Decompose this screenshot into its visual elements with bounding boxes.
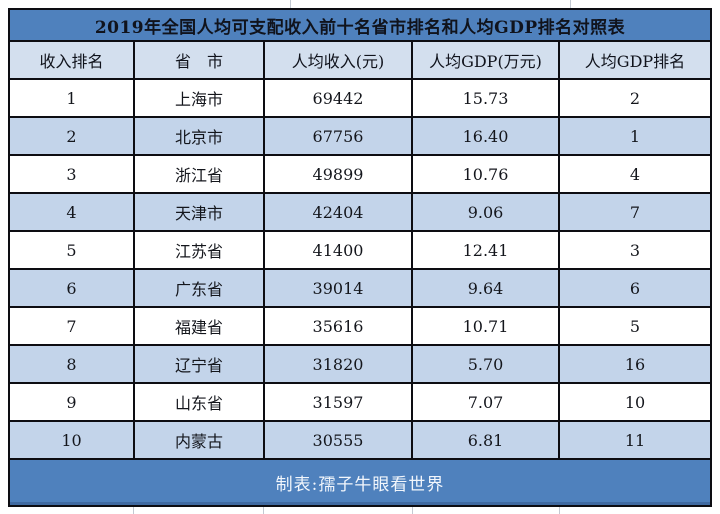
cell-gdp-rank: 7: [629, 202, 641, 222]
sheet-gridlines-top: [0, 0, 720, 8]
cell-gdp-rank: 16: [624, 354, 646, 374]
cell-income: 30555: [265, 422, 413, 458]
cell-gdp: 7.07: [413, 384, 560, 420]
table-row: 1 上海市 69442 15.73 2: [10, 80, 710, 118]
gridline: [133, 507, 134, 514]
cell-income-rank: 1: [10, 80, 135, 116]
cell-gdp-rank: 3: [629, 240, 641, 260]
cell-gdp-rank: 10: [624, 392, 646, 412]
cell-income: 67756: [265, 118, 413, 154]
column-header-income: 人均收入(元): [265, 42, 413, 78]
cell-income: 69442: [265, 80, 413, 116]
cell-income: 49899: [265, 156, 413, 192]
gridline: [290, 0, 291, 8]
column-header-gdp: 人均GDP(万元): [413, 42, 560, 78]
cell-gdp: 6.81: [413, 422, 560, 458]
cell-province: 辽宁省: [135, 346, 265, 382]
cell-income: 39014: [265, 270, 413, 306]
cell-income: 42404: [265, 194, 413, 230]
cell-province: 天津市: [135, 194, 265, 230]
cell-income: 31597: [265, 384, 413, 420]
column-header-province: 省 市: [135, 42, 265, 78]
cell-income-rank: 4: [10, 194, 135, 230]
cell-gdp: 12.41: [413, 232, 560, 268]
gridline: [412, 507, 413, 514]
table-footer-credit: 制表:孺子牛眼看世界: [10, 460, 710, 505]
cell-income-rank: 8: [10, 346, 135, 382]
table-row: 6 广东省 39014 9.64 6: [10, 270, 710, 308]
cell-income-rank: 6: [10, 270, 135, 306]
cell-gdp: 15.73: [413, 80, 560, 116]
cell-income-rank: 2: [10, 118, 135, 154]
cell-income-rank: 3: [10, 156, 135, 192]
cell-income: 35616: [265, 308, 413, 344]
cell-gdp-rank: 5: [629, 316, 641, 336]
gridline: [263, 507, 264, 514]
cell-province: 北京市: [135, 118, 265, 154]
table-row: 5 江苏省 41400 12.41 3: [10, 232, 710, 270]
cell-province: 福建省: [135, 308, 265, 344]
cell-province: 山东省: [135, 384, 265, 420]
cell-gdp-rank: 11: [624, 430, 646, 450]
column-header-income-rank: 收入排名: [10, 42, 135, 78]
table-row: 10 内蒙古 30555 6.81 11: [10, 422, 710, 460]
table-row: 3 浙江省 49899 10.76 4: [10, 156, 710, 194]
cell-gdp: 16.40: [413, 118, 560, 154]
table-title: 2019年全国人均可支配收入前十名省市排名和人均GDP排名对照表: [10, 10, 710, 42]
cell-income-rank: 5: [10, 232, 135, 268]
table-row: 9 山东省 31597 7.07 10: [10, 384, 710, 422]
table-row: 2 北京市 67756 16.40 1: [10, 118, 710, 156]
cell-gdp-rank: 6: [629, 278, 641, 298]
gridline: [570, 0, 571, 8]
cell-income-rank: 7: [10, 308, 135, 344]
income-gdp-comparison-table: 2019年全国人均可支配收入前十名省市排名和人均GDP排名对照表 收入排名 省 …: [8, 8, 712, 507]
cell-gdp: 5.70: [413, 346, 560, 382]
cell-province: 江苏省: [135, 232, 265, 268]
table-row: 4 天津市 42404 9.06 7: [10, 194, 710, 232]
cell-income: 31820: [265, 346, 413, 382]
cell-gdp: 10.76: [413, 156, 560, 192]
cell-province: 广东省: [135, 270, 265, 306]
column-header-gdp-rank: 人均GDP排名: [584, 52, 686, 71]
cell-gdp-rank: 4: [629, 164, 641, 184]
cell-gdp-rank: 2: [629, 88, 641, 108]
cell-income: 41400: [265, 232, 413, 268]
cell-income-rank: 10: [10, 422, 135, 458]
cell-income-rank: 9: [10, 384, 135, 420]
cell-gdp-rank: 1: [629, 126, 641, 146]
header-row: 收入排名 省 市 人均收入(元) 人均GDP(万元) 人均GDP排名: [10, 42, 710, 80]
cell-province: 内蒙古: [135, 422, 265, 458]
cell-province: 浙江省: [135, 156, 265, 192]
cell-gdp: 10.71: [413, 308, 560, 344]
table-row: 8 辽宁省 31820 5.70 16: [10, 346, 710, 384]
cell-gdp: 9.64: [413, 270, 560, 306]
sheet-gridlines-bottom: [0, 507, 720, 514]
gridline: [559, 507, 560, 514]
table-row: 7 福建省 35616 10.71 5: [10, 308, 710, 346]
cell-gdp: 9.06: [413, 194, 560, 230]
cell-province: 上海市: [135, 80, 265, 116]
